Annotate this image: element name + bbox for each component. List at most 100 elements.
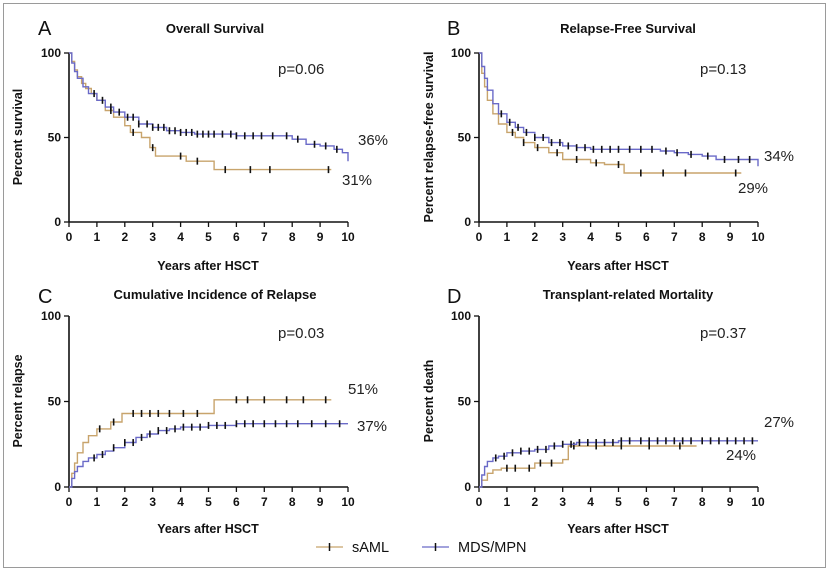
p-value: p=0.06 — [278, 61, 324, 78]
p-value: p=0.03 — [278, 325, 324, 342]
series-line — [69, 423, 348, 488]
x-tick-label: 7 — [261, 495, 268, 509]
x-tick-label: 10 — [341, 495, 355, 509]
series-mds-mpn: 27% — [479, 414, 794, 488]
x-tick-label: 4 — [177, 230, 184, 244]
x-tick-label: 3 — [149, 495, 156, 509]
x-tick-label: 9 — [317, 230, 324, 244]
x-axis-label: Years after HSCT — [567, 259, 669, 273]
x-tick-label: 0 — [66, 230, 73, 244]
x-tick-label: 5 — [205, 495, 212, 509]
y-tick-label: 100 — [41, 309, 61, 323]
x-tick-label: 1 — [504, 230, 511, 244]
x-tick-label: 7 — [261, 230, 268, 244]
y-axis-label: Percent death — [422, 360, 436, 443]
y-tick-label: 0 — [54, 480, 61, 494]
panel-letter: B — [447, 18, 460, 40]
x-tick-label: 3 — [149, 230, 156, 244]
end-value-label: 36% — [358, 132, 388, 149]
x-tick-label: 2 — [121, 495, 128, 509]
y-tick-label: 0 — [464, 480, 471, 494]
x-axis-label: Years after HSCT — [567, 522, 669, 536]
panel-title: Relapse-Free Survival — [560, 21, 696, 36]
p-value: p=0.37 — [700, 325, 746, 342]
y-axis-label: Percent relapse — [11, 354, 25, 447]
x-tick-label: 8 — [699, 495, 706, 509]
x-tick-label: 4 — [177, 495, 184, 509]
end-value-label: 27% — [764, 414, 794, 431]
x-axis-label: Years after HSCT — [157, 522, 259, 536]
end-value-label: 37% — [357, 418, 387, 435]
y-axis-label: Percent survival — [11, 89, 25, 186]
x-tick-label: 5 — [615, 230, 622, 244]
panel-title: Cumulative Incidence of Relapse — [113, 287, 316, 302]
x-tick-label: 2 — [531, 495, 538, 509]
end-value-label: 24% — [726, 447, 756, 464]
x-tick-label: 4 — [587, 495, 594, 509]
series-saml: 24% — [479, 442, 756, 488]
y-tick-label: 50 — [458, 131, 472, 145]
figure-frame — [3, 3, 826, 568]
x-tick-label: 0 — [66, 495, 73, 509]
series-line — [69, 52, 349, 162]
end-value-label: 31% — [342, 172, 372, 189]
y-tick-label: 100 — [41, 46, 61, 60]
y-tick-label: 50 — [48, 395, 62, 409]
end-value-label: 51% — [348, 381, 378, 398]
x-tick-label: 6 — [643, 495, 650, 509]
series-saml: 29% — [479, 52, 768, 197]
legend-item-saml: sAML — [316, 540, 389, 556]
series-mds-mpn: 36% — [69, 52, 388, 162]
x-tick-label: 10 — [341, 230, 355, 244]
series-line — [479, 52, 759, 167]
series-saml: 31% — [69, 52, 372, 189]
y-tick-label: 0 — [54, 215, 61, 229]
y-tick-label: 0 — [464, 215, 471, 229]
x-tick-label: 7 — [671, 230, 678, 244]
legend: sAML MDS/MPN — [316, 540, 526, 556]
x-tick-label: 1 — [94, 495, 101, 509]
series-line — [479, 52, 742, 174]
p-value: p=0.13 — [700, 61, 746, 78]
y-tick-label: 100 — [451, 309, 471, 323]
y-tick-label: 100 — [451, 46, 471, 60]
legend-label-mds-mpn: MDS/MPN — [458, 540, 526, 556]
x-tick-label: 10 — [751, 230, 765, 244]
series-line — [69, 399, 332, 488]
end-value-label: 29% — [738, 180, 768, 197]
x-tick-label: 2 — [121, 230, 128, 244]
x-tick-label: 8 — [289, 230, 296, 244]
series-saml: 51% — [69, 381, 378, 488]
series-line — [479, 445, 697, 488]
x-tick-label: 1 — [94, 230, 101, 244]
series-mds-mpn: 37% — [69, 418, 387, 488]
x-tick-label: 5 — [615, 495, 622, 509]
panel-d: D Transplant-related Mortality 0 1 2 3 4 5 6 7 8 9 1… — [422, 286, 794, 536]
y-tick-label: 50 — [458, 395, 472, 409]
x-tick-label: 6 — [233, 495, 240, 509]
y-tick-label: 50 — [48, 131, 62, 145]
x-tick-label: 6 — [643, 230, 650, 244]
x-tick-label: 3 — [559, 230, 566, 244]
x-tick-label: 10 — [751, 495, 765, 509]
series-mds-mpn: 34% — [479, 52, 794, 167]
x-tick-label: 9 — [727, 495, 734, 509]
legend-item-mds-mpn: MDS/MPN — [422, 540, 526, 556]
panel-title: Overall Survival — [166, 21, 264, 36]
x-tick-label: 6 — [233, 230, 240, 244]
x-tick-label: 7 — [671, 495, 678, 509]
end-value-label: 34% — [764, 148, 794, 165]
x-tick-label: 9 — [317, 495, 324, 509]
panel-c: C Cumulative Incidence of Relapse 0 1 2 3 4 5 6 7… — [11, 286, 387, 536]
x-tick-label: 0 — [476, 495, 483, 509]
panel-letter: D — [447, 286, 461, 308]
panel-letter: A — [38, 18, 52, 40]
x-tick-label: 1 — [504, 495, 511, 509]
x-axis-label: Years after HSCT — [157, 259, 259, 273]
x-tick-label: 8 — [699, 230, 706, 244]
x-tick-label: 9 — [727, 230, 734, 244]
